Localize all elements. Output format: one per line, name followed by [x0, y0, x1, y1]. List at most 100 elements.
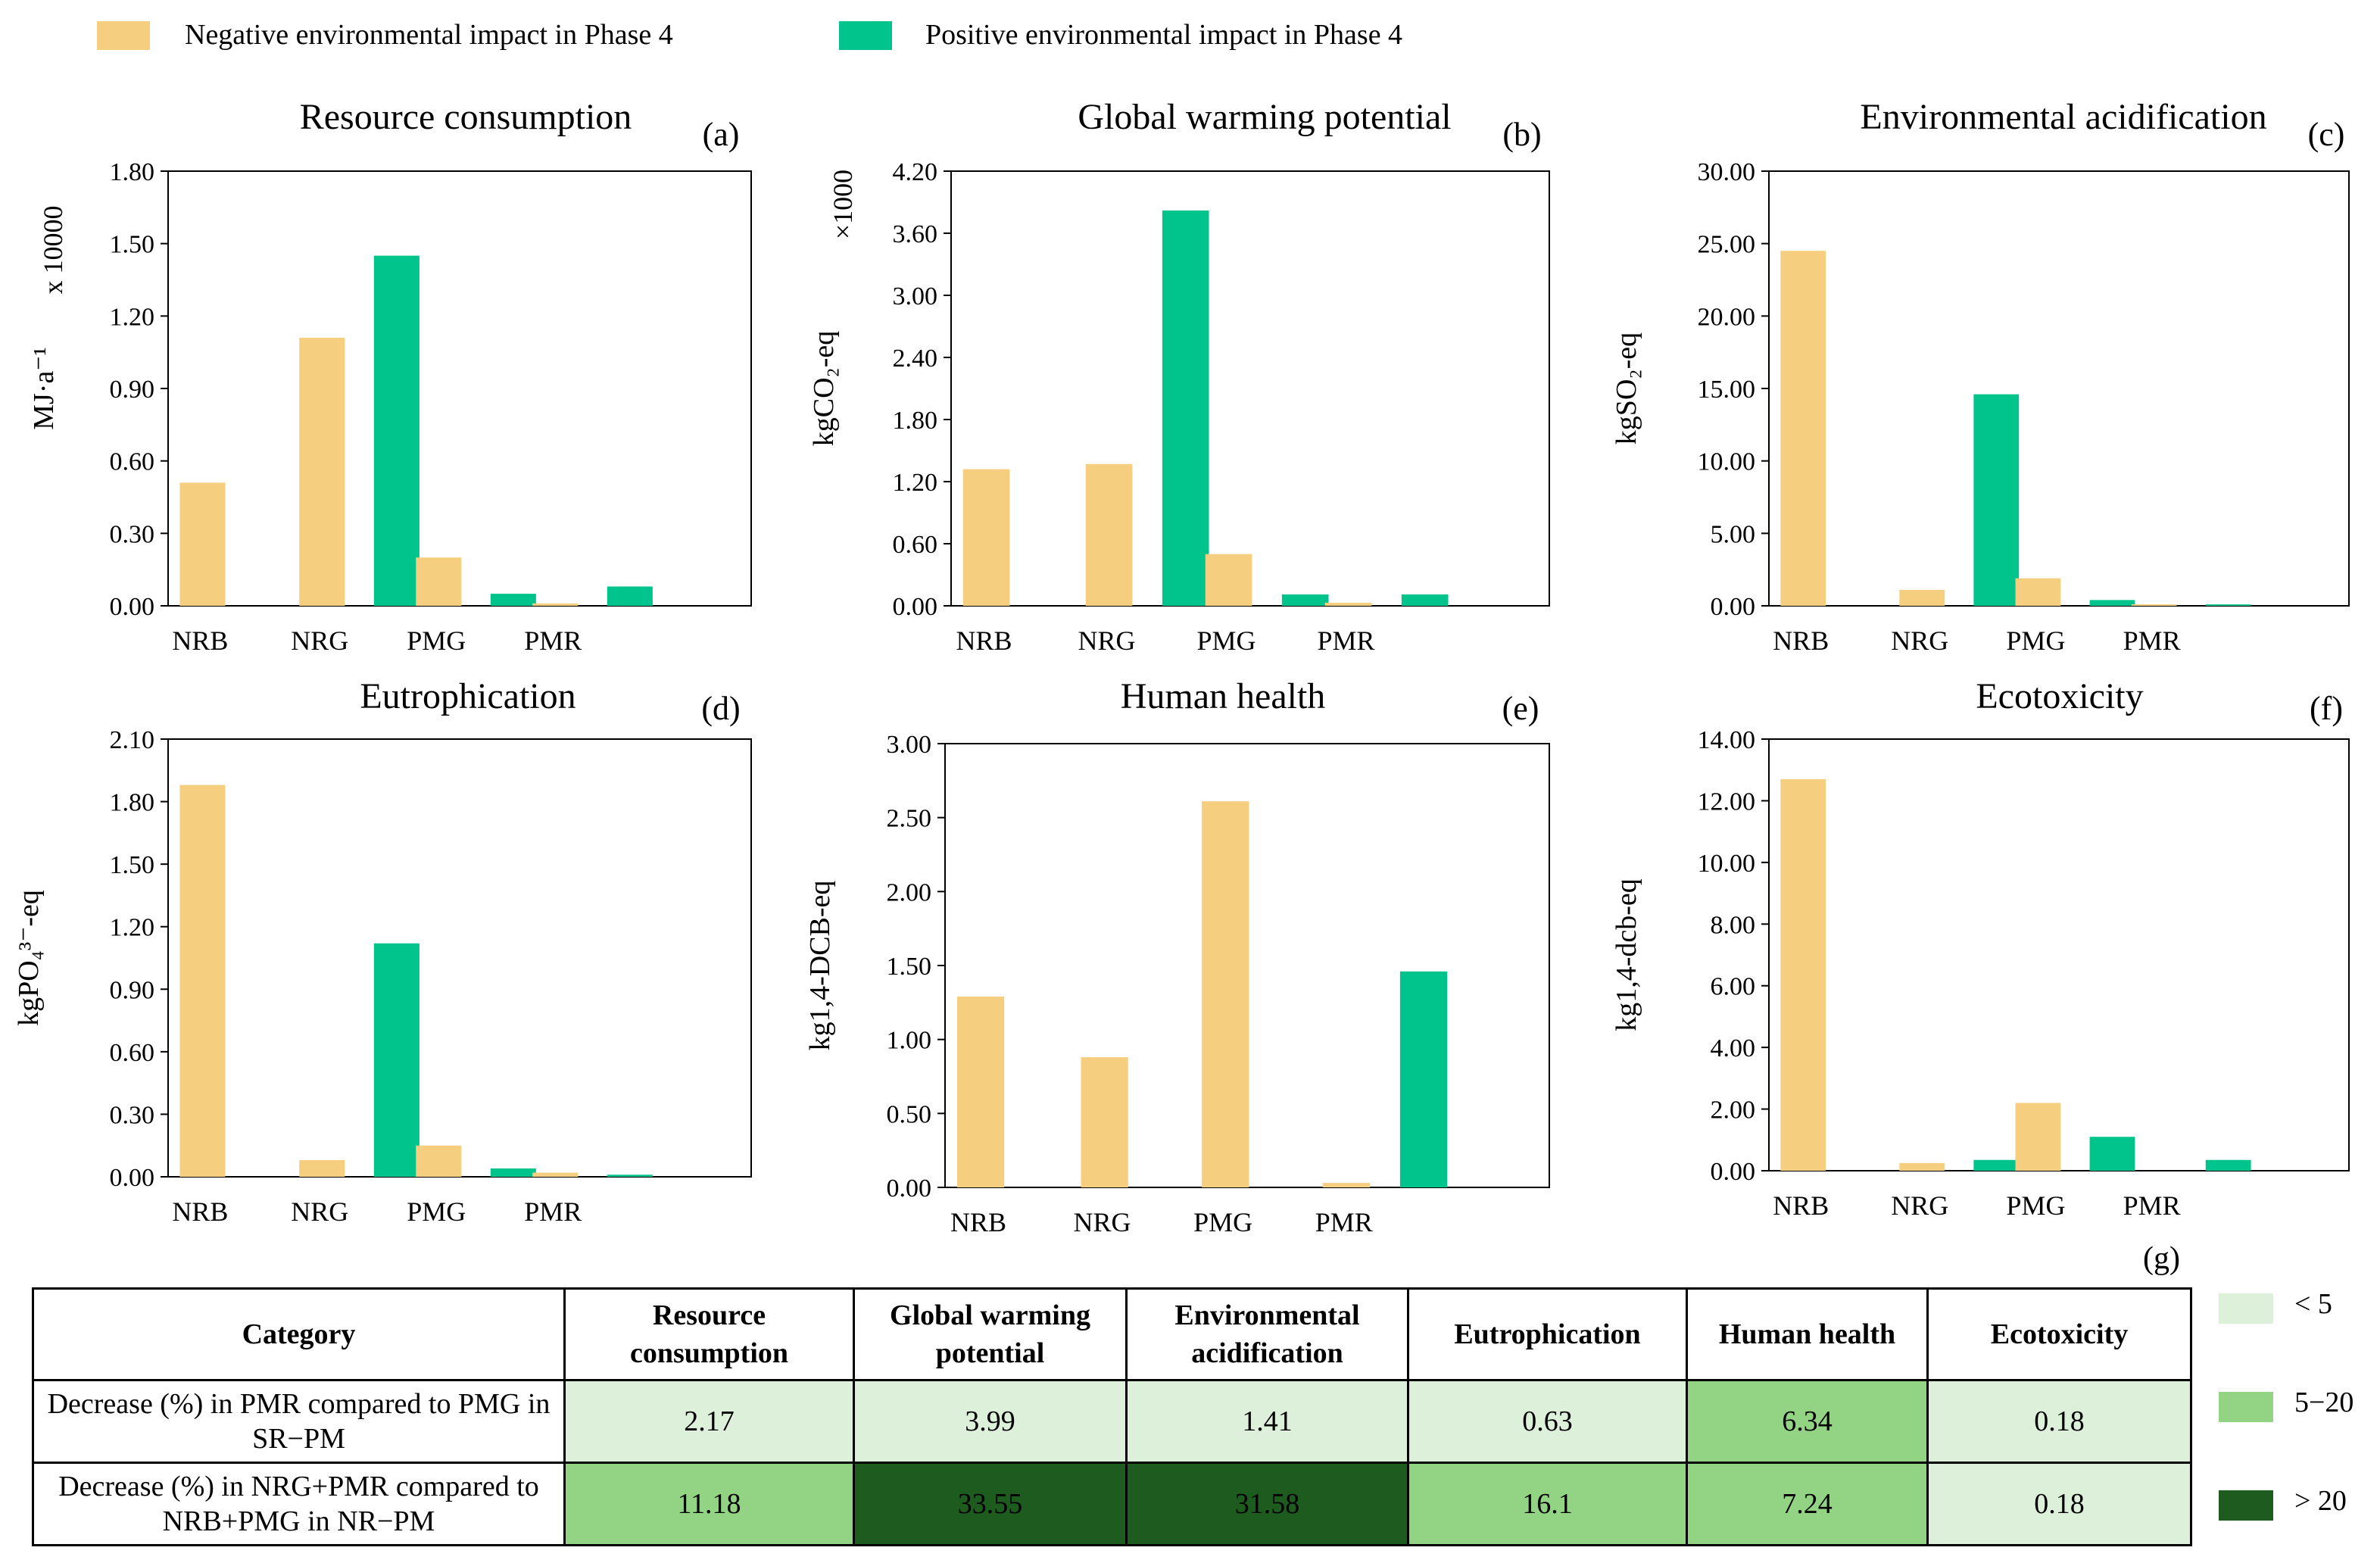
bar-positive	[2089, 600, 2135, 606]
key-swatch-high	[2219, 1490, 2273, 1521]
y-axis-label: kg1,4-dcb-eq	[1611, 878, 1642, 1031]
bar-negative	[1324, 602, 1372, 606]
x-tick-label: PMR	[2123, 626, 2181, 656]
y-tick-label: 0.00	[110, 593, 155, 621]
x-tick-label: NRG	[291, 626, 348, 656]
chart-legend: Negative environmental impact in Phase 4…	[0, 0, 2380, 68]
y-axis-label: kgSO₂-eq	[1611, 332, 1642, 445]
table-cell: 0.63	[1407, 1379, 1688, 1464]
bar-positive	[373, 255, 420, 606]
bar-negative	[179, 482, 226, 606]
bar-negative	[1081, 1057, 1128, 1187]
plot-frame	[950, 170, 1550, 607]
bar-negative	[299, 1159, 345, 1177]
column-header: Category	[32, 1287, 566, 1381]
chart-title: Human health	[1121, 676, 1326, 716]
y-tick-label: 2.50	[887, 805, 932, 833]
x-tick-label: PMG	[2006, 626, 2065, 656]
x-tick-label: NRB	[956, 626, 1012, 656]
bar-negative	[532, 603, 579, 606]
x-tick-label: NRB	[950, 1207, 1006, 1237]
bar-positive	[2089, 1137, 2135, 1171]
y-tick-label: 1.20	[110, 914, 155, 942]
table-cell: 6.34	[1686, 1379, 1929, 1464]
key-label-mid: 5−20	[2294, 1387, 2354, 1418]
bar-positive	[607, 1175, 653, 1177]
panel-label: (a)	[703, 116, 740, 153]
x-tick-label: PMR	[1315, 1207, 1373, 1237]
y-axis-label: MJ·a⁻¹	[28, 347, 60, 430]
panel-label: (c)	[2308, 116, 2345, 153]
bar-positive	[373, 943, 420, 1177]
column-header: Resource consumption	[563, 1287, 855, 1381]
x-tick-label: PMG	[2006, 1190, 2065, 1221]
bar-positive	[607, 586, 653, 606]
panel-label: (b)	[1502, 116, 1541, 153]
bar-positive	[490, 1168, 536, 1177]
panel-label: (d)	[701, 690, 740, 727]
bar-negative	[532, 1172, 579, 1177]
y-tick-label: 0.30	[110, 1101, 155, 1129]
plot-frame	[1768, 170, 2350, 607]
y-tick-label: 0.00	[1711, 1158, 1756, 1186]
y-tick-label: 2.00	[887, 878, 932, 906]
column-header: Environmental acidification	[1125, 1287, 1409, 1381]
y-tick-label: 0.90	[110, 376, 155, 404]
key-label-high: > 20	[2294, 1485, 2347, 1517]
y-tick-label: 6.00	[1711, 973, 1756, 1001]
x-tick-label: NRB	[172, 626, 228, 656]
bar-positive	[1399, 971, 1448, 1187]
y-tick-label: 8.00	[1711, 911, 1756, 939]
legend-label-positive: Positive environmental impact in Phase 4	[925, 19, 1403, 51]
y-axis-multiplier: x 10000	[38, 206, 68, 295]
x-tick-label: NRB	[1773, 626, 1829, 656]
bar-negative	[1780, 251, 1826, 606]
y-tick-label: 20.00	[1698, 303, 1756, 331]
bar-positive	[1401, 594, 1449, 606]
chart-title: Eutrophication	[360, 676, 576, 716]
table-cell: 33.55	[853, 1462, 1128, 1546]
column-header: Ecotoxicity	[1926, 1287, 2192, 1381]
chart-title: Environmental acidification	[1860, 97, 2266, 137]
bar-negative	[956, 997, 1005, 1187]
y-tick-label: 0.00	[1711, 593, 1756, 621]
x-tick-label: NRB	[172, 1196, 228, 1227]
key-swatch-low	[2219, 1293, 2273, 1324]
bar-positive	[2205, 604, 2251, 606]
table-row: Decrease (%) in NRG+PMR compared to NRB+…	[32, 1462, 2192, 1546]
bar-positive	[1281, 594, 1329, 606]
bar-positive	[1973, 394, 2020, 606]
table-cell: 11.18	[563, 1462, 855, 1546]
y-tick-label: 0.60	[110, 448, 155, 476]
table-row: Decrease (%) in PMR compared to PMG in S…	[32, 1379, 2192, 1464]
y-tick-label: 3.60	[893, 220, 938, 248]
table-header-row: Category Resource consumption Global war…	[32, 1287, 2192, 1381]
bar-negative	[2015, 1103, 2061, 1171]
x-tick-label: NRG	[1078, 626, 1135, 656]
y-tick-label: 4.20	[893, 158, 938, 186]
row-label: Decrease (%) in NRG+PMR compared to NRB+…	[32, 1462, 566, 1546]
bar-positive	[1162, 210, 1209, 606]
x-tick-label: NRB	[1773, 1190, 1829, 1221]
x-tick-label: PMG	[407, 626, 466, 656]
bar-negative	[416, 1145, 462, 1177]
y-tick-label: 14.00	[1698, 726, 1756, 754]
bar-negative	[179, 785, 226, 1177]
y-axis-label: kgCO₂-eq	[808, 331, 840, 447]
y-tick-label: 0.60	[893, 531, 938, 559]
y-tick-label: 10.00	[1698, 448, 1756, 476]
y-tick-label: 0.30	[110, 520, 155, 548]
table-cell: 7.24	[1686, 1462, 1929, 1546]
bar-negative	[2131, 604, 2177, 606]
bar-negative	[2015, 578, 2061, 606]
y-tick-label: 3.00	[887, 731, 932, 759]
table-cell: 0.18	[1926, 1462, 2192, 1546]
column-header: Human health	[1686, 1287, 1929, 1381]
row-label: Decrease (%) in PMR compared to PMG in S…	[32, 1379, 566, 1464]
key-swatch-mid	[2219, 1392, 2273, 1422]
table-cell: 0.18	[1926, 1379, 2192, 1464]
y-tick-label: 1.50	[110, 231, 155, 259]
y-tick-label: 1.80	[110, 789, 155, 817]
x-tick-label: NRG	[1891, 626, 1948, 656]
x-tick-label: NRG	[1891, 1190, 1948, 1221]
